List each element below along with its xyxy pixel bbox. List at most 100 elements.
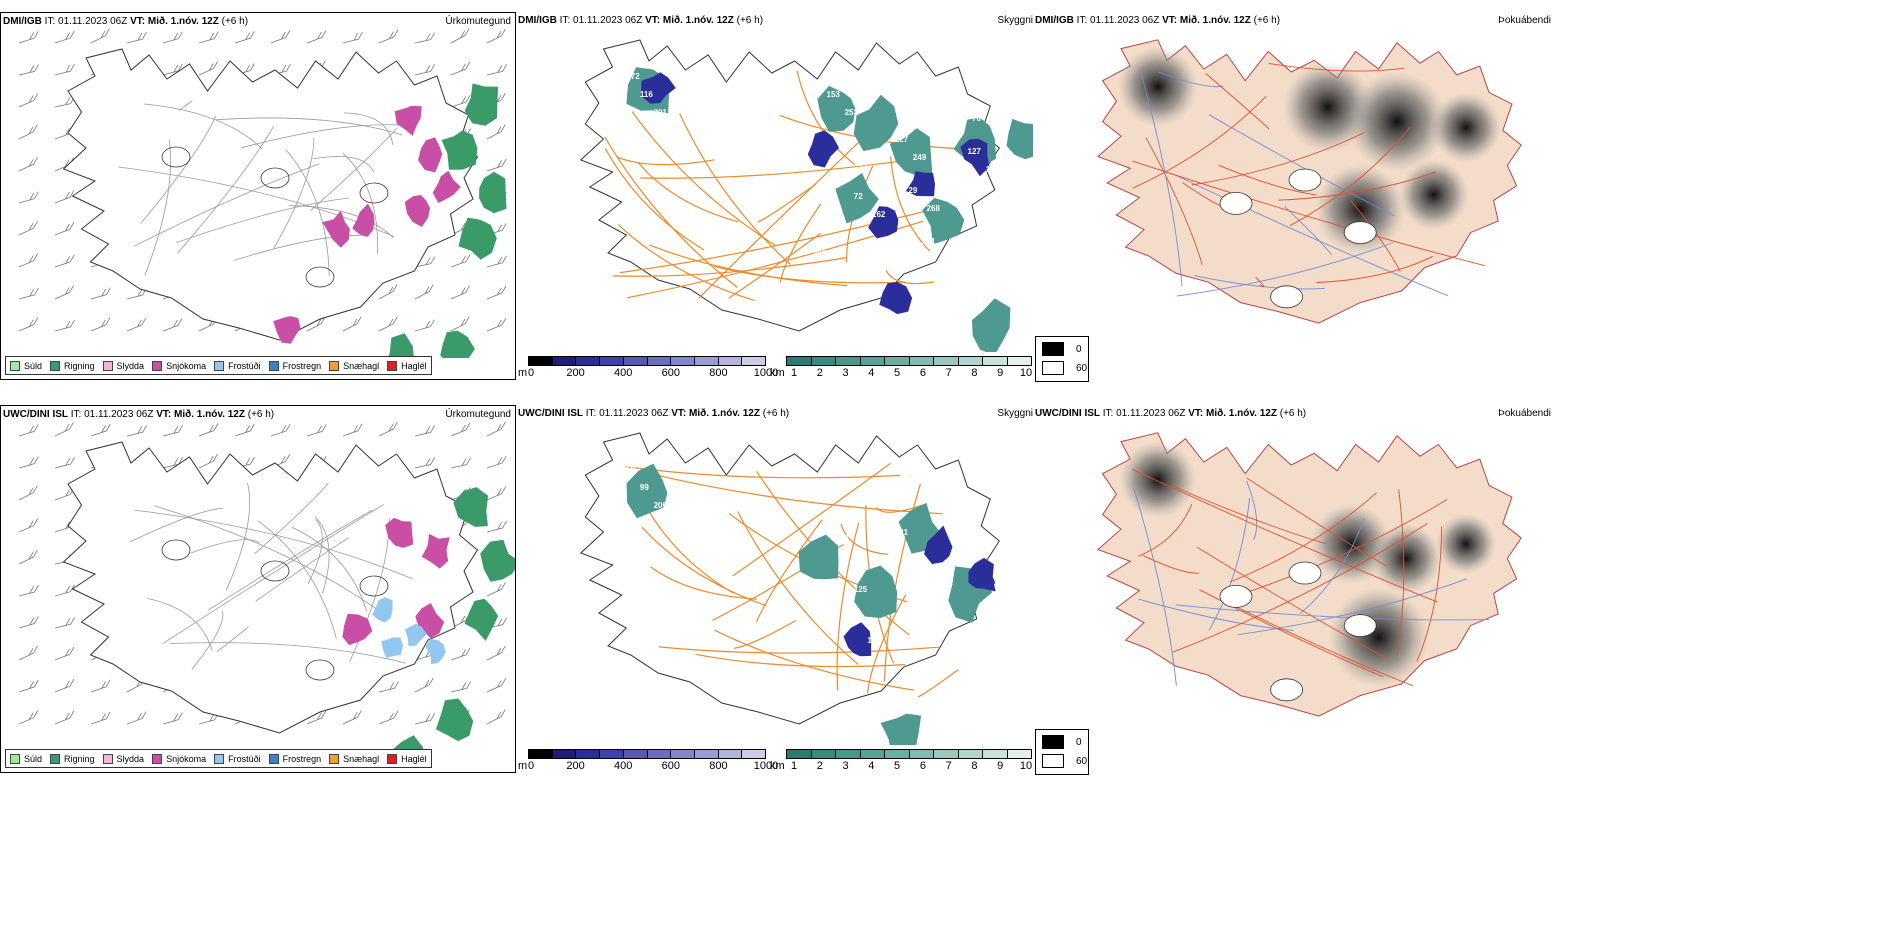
snow-area [342,613,373,646]
cloud-base-area [854,565,898,618]
wind-barb [18,253,39,268]
station-value-label: 121 [895,528,909,537]
station-value-label: 100 [813,642,827,651]
wind-barb [54,422,74,437]
elevation-tick-label: 1000 [753,367,779,379]
it-value: 01.11.2023 06Z [1090,15,1160,26]
map-header: DMI/IGB IT: 01.11.2023 06Z VT: Mið. 1.nó… [518,15,763,27]
cloud-base-area [798,534,839,580]
elevation-tick-label: 200 [566,367,585,379]
cloud-tick-label: 9 [997,367,1004,379]
wind-barb [90,679,111,693]
wind-barb [450,285,470,300]
colorbar-segment [983,357,1008,365]
glacier-outline [161,146,191,168]
vt-value: Mið. 1.nóv. 12Z [1206,408,1277,419]
wind-barb [234,31,255,44]
river-line [255,537,349,602]
road-line [733,619,797,649]
wind-barb [18,221,38,236]
lead-time: (+6 h) [736,15,764,26]
legend-label: Frostúði [228,753,261,764]
river-line [170,642,406,664]
elevation-area [807,130,839,168]
wind-barb [414,319,435,332]
visibility-map: 172 116 201 96 104 121 29 227 168 155 72 121 153 206 2… [518,12,1033,380]
colorbar-segment [909,750,934,758]
wind-barb [198,61,218,76]
road-line [1268,63,1405,72]
road-line [1278,171,1436,201]
wind-barb [378,681,399,693]
wind-barb [306,30,327,44]
wind-barb [18,485,38,501]
station-value-label: 128 [827,483,841,492]
station-value-label: 153 [827,90,841,99]
wind-barb [342,316,362,332]
panel-title: Skyggni [997,408,1033,419]
colorbar-segment [576,357,601,365]
cloud-base-area [1006,118,1033,160]
cloud-base-colorbar [786,749,1032,759]
lead-time: (+6 h) [1253,15,1281,26]
road-line [679,113,792,266]
wind-barb [450,422,471,437]
road-line [1246,477,1387,567]
legend-label: Haglél [401,360,427,371]
station-value-label: 162 [872,210,886,219]
colorbar-segment [836,357,861,365]
legend-swatch [50,753,61,764]
wind-barb [18,584,39,597]
wind-barb [54,617,75,629]
map-header: DMI/IGB IT: 01.11.2023 06Z VT: Mið. 1.nó… [3,16,248,28]
elevation-area [960,138,990,177]
cloud-tick-label: 5 [894,367,901,379]
lead-time: (+6 h) [1279,408,1307,419]
colorbar-segment [742,357,766,365]
colorbar-segment [552,357,577,365]
precip-legend-item: Snæhagl [329,360,379,371]
elevation-area [868,206,899,239]
wind-barb [414,677,434,693]
river-line [314,516,330,594]
precip-type-map: UWC/DINI ISL IT: 01.11.2023 06Z VT: Mið.… [0,405,516,773]
model-name: UWC/DINI ISL [1035,408,1100,419]
precip-legend-item: Súld [10,360,43,371]
wind-barb [54,285,74,300]
station-value-label: 206 [654,501,668,510]
cloud-base-area [626,463,668,519]
rain-area [479,171,507,214]
river-line [289,205,394,238]
colorbar-group: m km 0 200 400 600 800 1000 1 2 3 4 5 6 7 8 9 10 [518,749,1033,777]
precip-legend-item: Haglél [387,360,427,371]
station-value-label: 125 [854,585,868,594]
station-value-label: 104 [936,78,950,87]
river-line [1175,604,1489,621]
road-line [1229,492,1377,583]
road-line [1396,489,1405,656]
station-value-label: 249 [913,153,927,162]
wind-barb [90,317,111,332]
station-value-label: 127 [968,147,982,156]
legend-label: Snjókoma [166,753,207,764]
colorbar-segment [958,750,983,758]
wind-barb [450,681,471,693]
cloud-tick-label: 10 [1019,367,1033,379]
glacier [1219,191,1253,215]
river-line [208,509,373,611]
wind-barb [378,284,398,300]
wind-barb [54,190,75,204]
wind-barb [18,645,38,661]
legend-label: Rigning [64,360,95,371]
wind-barb [18,456,39,469]
legend-swatch [152,360,163,371]
station-value-label: 121 [840,141,854,150]
station-value-label: 96 [667,126,676,135]
cloud-unit: km [770,760,785,772]
wind-barb [18,31,39,44]
legend-label: Súld [24,360,43,371]
wind-barb [414,713,435,725]
wind-barb [342,423,363,437]
wind-barb [18,679,39,693]
